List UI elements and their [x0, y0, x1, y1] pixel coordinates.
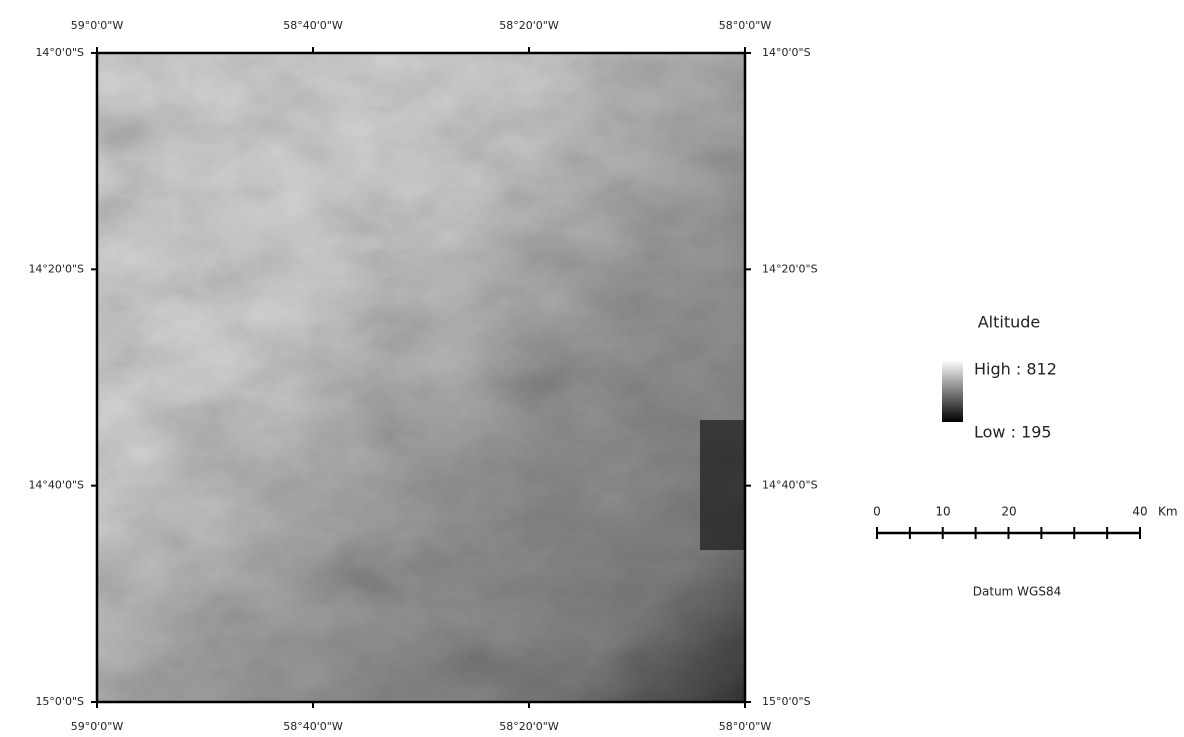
- lat-label-right: 14°0'0"S: [762, 46, 811, 59]
- legend-title: Altitude: [978, 313, 1041, 332]
- lat-label-right: 15°0'0"S: [762, 695, 811, 708]
- scale-label: 10: [935, 505, 950, 519]
- raster-lowland: [700, 420, 745, 550]
- lat-label-right: 14°20'0"S: [762, 262, 818, 275]
- lon-label-bottom: 58°20'0"W: [499, 720, 559, 733]
- lon-label-top: 58°0'0"W: [719, 19, 772, 32]
- scale-label: 20: [1001, 505, 1016, 519]
- lon-label-top: 58°40'0"W: [283, 19, 343, 32]
- lat-label-left: 14°40'0"S: [28, 479, 84, 492]
- lat-label-left: 15°0'0"S: [35, 695, 84, 708]
- lon-label-top: 58°20'0"W: [499, 19, 559, 32]
- elevation-raster: [97, 53, 745, 702]
- lon-label-top: 59°0'0"W: [71, 19, 124, 32]
- scale-unit: Km: [1158, 505, 1178, 519]
- legend-ramp: [942, 360, 963, 422]
- scale-label: 40: [1132, 505, 1147, 519]
- lat-label-left: 14°0'0"S: [35, 46, 84, 59]
- lat-label-left: 14°20'0"S: [28, 262, 84, 275]
- lon-label-bottom: 58°40'0"W: [283, 720, 343, 733]
- raster-relief: [97, 53, 745, 702]
- legend-high: High : 812: [974, 360, 1057, 379]
- legend-low: Low : 195: [974, 423, 1052, 442]
- lon-label-bottom: 58°0'0"W: [719, 720, 772, 733]
- map-figure: 59°0'0"W 59°0'0"W 58°40'0"W 58°40'0"W 58°20'…: [0, 0, 1184, 737]
- scale-bar: 0 10 20 40: [873, 505, 1147, 540]
- lon-label-bottom: 59°0'0"W: [71, 720, 124, 733]
- datum: Datum WGS84: [973, 585, 1061, 599]
- scale-label: 0: [873, 505, 881, 519]
- lat-label-right: 14°40'0"S: [762, 479, 818, 492]
